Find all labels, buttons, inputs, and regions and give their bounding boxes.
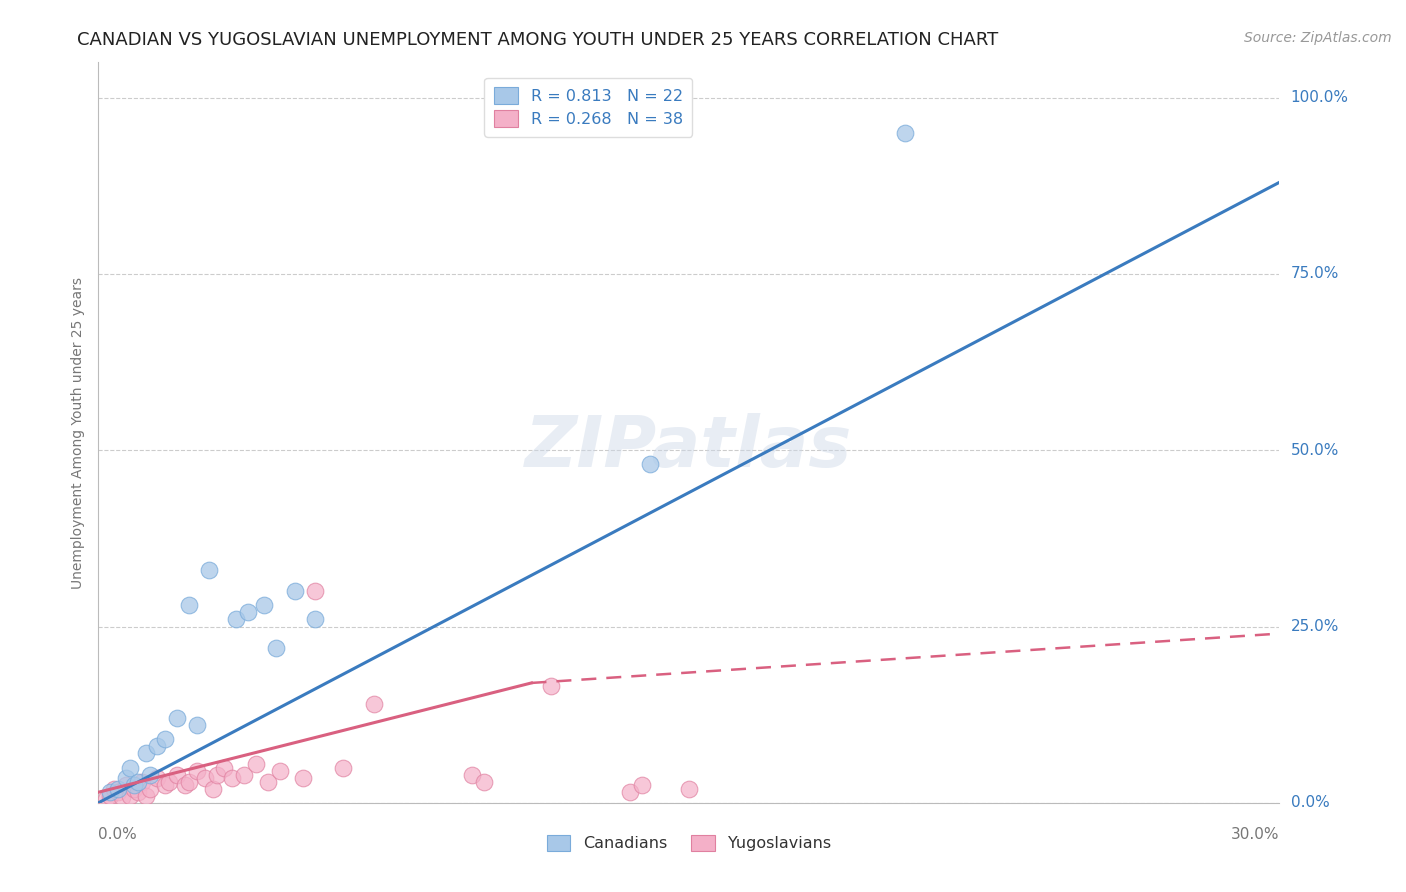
Text: CANADIAN VS YUGOSLAVIAN UNEMPLOYMENT AMONG YOUTH UNDER 25 YEARS CORRELATION CHAR: CANADIAN VS YUGOSLAVIAN UNEMPLOYMENT AMO…: [77, 31, 998, 49]
Text: Source: ZipAtlas.com: Source: ZipAtlas.com: [1244, 31, 1392, 45]
Text: 25.0%: 25.0%: [1291, 619, 1339, 634]
Text: 75.0%: 75.0%: [1291, 267, 1339, 282]
Text: 0.0%: 0.0%: [1291, 796, 1329, 810]
Text: 30.0%: 30.0%: [1232, 828, 1279, 842]
Text: 0.0%: 0.0%: [98, 828, 138, 842]
Legend: Canadians, Yugoslavians: Canadians, Yugoslavians: [540, 829, 838, 858]
Y-axis label: Unemployment Among Youth under 25 years: Unemployment Among Youth under 25 years: [72, 277, 86, 589]
Text: 100.0%: 100.0%: [1291, 90, 1348, 105]
Text: 50.0%: 50.0%: [1291, 442, 1339, 458]
Text: ZIPatlas: ZIPatlas: [526, 413, 852, 482]
